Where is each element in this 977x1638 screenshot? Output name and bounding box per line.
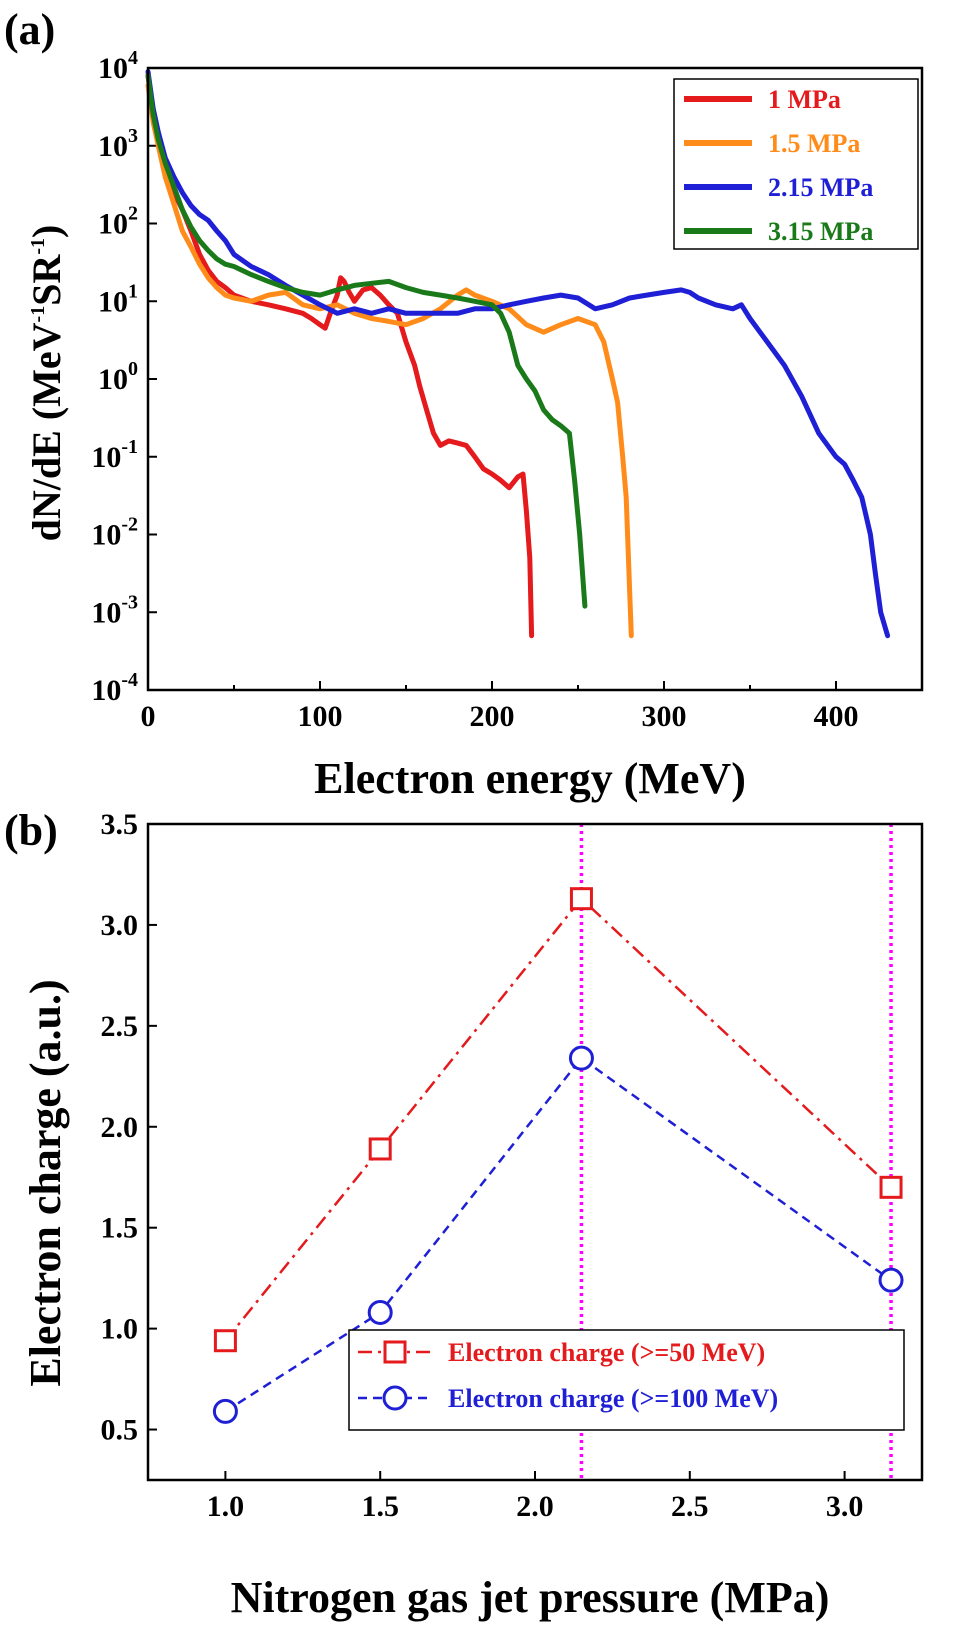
chart-a-y-axis-title: dN/dE (MeV-1SR-1) [24, 225, 69, 542]
chart-a-ylabel-exp1: -1 [27, 306, 49, 323]
chart-a-y-tick-label: 100 [98, 358, 138, 396]
chart-b: 1.0 1.5 2.0 2.5 3.0 0.5 1.0 1.5 2.0 2.5 3.0 3.5 Ni… [21, 808, 924, 1622]
chart-a-legend: 1 MPa 1.5 MPa 2.15 MPa 3.15 MPa [673, 78, 919, 250]
chart-b-x-tick-label: 1.0 [207, 1490, 245, 1523]
chart-b-y-axis-title: Electron charge (a.u.) [21, 979, 70, 1386]
chart-b-y-tick-labels: 0.5 1.0 1.5 2.0 2.5 3.0 3.5 [101, 808, 139, 1447]
chart-b-plot-frame [146, 822, 924, 1482]
chart-b-y-tick-label: 3.0 [101, 909, 139, 942]
chart-a-ylabel-base: dN/dE (MeV [24, 322, 69, 541]
chart-b-data-point-circle [212, 1398, 238, 1424]
chart-a-x-tick-label: 0 [141, 700, 156, 733]
chart-a-series [145, 69, 891, 639]
chart-a-y-tick-label: 103 [98, 125, 138, 163]
chart-a-y-tick-label: 102 [98, 203, 138, 241]
panel-a-label: (a) [4, 5, 55, 54]
chart-b-data-point-circle [568, 1045, 594, 1071]
chart-a-legend-box [673, 78, 919, 250]
chart-b-x-tick-label: 3.0 [826, 1490, 864, 1523]
chart-a-ylabel-exp2: -1 [27, 238, 49, 255]
chart-a-legend-label: 1.5 MPa [768, 129, 860, 158]
chart-b-y-tick-label: 2.5 [101, 1010, 139, 1043]
chart-b-y-tick-label: 0.5 [101, 1414, 139, 1447]
chart-b-y-tick-label: 1.5 [101, 1212, 139, 1245]
chart-b-data-point-circle [367, 1299, 393, 1325]
chart-b-data-point-square [879, 1175, 903, 1199]
chart-a-x-tick-label: 400 [814, 700, 859, 733]
chart-a: 0 100 200 300 400 104 103 102 101 100 10-1 10-2 10-… [24, 47, 924, 803]
chart-a-x-tick-label: 200 [470, 700, 515, 733]
chart-b-data-point-square [213, 1329, 237, 1353]
chart-a-series-line-3 [145, 69, 891, 639]
chart-a-y-tick-label: 10-1 [91, 436, 138, 474]
chart-b-legend: Electron charge (>=50 MeV) Electron charg… [348, 1329, 905, 1431]
chart-a-x-tick-label: 100 [298, 700, 343, 733]
chart-b-series [212, 887, 904, 1424]
chart-b-series-line-2 [224, 1056, 892, 1413]
chart-b-x-tick-label: 2.5 [671, 1490, 709, 1523]
chart-b-ticks [148, 823, 846, 1480]
chart-a-y-tick-label: 10-2 [91, 514, 138, 552]
chart-b-x-axis-title: Nitrogen gas jet pressure (MPa) [231, 1573, 830, 1622]
chart-b-series-line-1 [224, 896, 892, 1342]
chart-a-x-tick-label: 300 [642, 700, 687, 733]
chart-b-y-tick-label: 1.0 [101, 1313, 139, 1346]
chart-a-legend-label: 2.15 MPa [768, 173, 873, 202]
chart-a-y-tick-label: 104 [98, 47, 138, 85]
chart-a-ylabel-end: ) [24, 225, 69, 238]
chart-a-y-tick-labels: 104 103 102 101 100 10-1 10-2 10-3 10-4 [91, 47, 138, 707]
chart-a-y-tick-label: 10-3 [91, 591, 138, 629]
chart-b-y-tick-label: 2.0 [101, 1111, 139, 1144]
chart-a-y-tick-label: 101 [98, 280, 138, 318]
chart-b-legend-marker-circle [382, 1385, 408, 1411]
chart-a-series-line-1 [145, 73, 535, 639]
chart-a-plot-frame [146, 66, 924, 692]
chart-b-data-point-square [368, 1137, 392, 1161]
chart-b-x-tick-label: 2.0 [516, 1490, 554, 1523]
chart-a-legend-label: 1 MPa [768, 85, 841, 114]
chart-a-legend-label: 3.15 MPa [768, 217, 873, 246]
chart-b-y-tick-label: 3.5 [101, 808, 139, 841]
chart-a-x-axis-title: Electron energy (MeV) [314, 754, 746, 803]
chart-a-ylabel-mid: SR [24, 254, 69, 306]
chart-b-x-tick-labels: 1.0 1.5 2.0 2.5 3.0 [207, 1490, 864, 1523]
chart-b-legend-box [348, 1329, 905, 1431]
chart-b-data-point-circle [878, 1267, 904, 1293]
panel-b-label: (b) [4, 806, 58, 855]
chart-b-legend-label: Electron charge (>=100 MeV) [448, 1384, 778, 1413]
chart-b-data-point-square [569, 887, 593, 911]
chart-a-series-line-2 [145, 82, 634, 639]
chart-b-legend-marker-square [383, 1340, 407, 1364]
chart-a-x-tick-labels: 0 100 200 300 400 [141, 700, 859, 733]
chart-a-y-tick-label: 10-4 [91, 669, 138, 707]
chart-b-x-tick-label: 1.5 [361, 1490, 399, 1523]
chart-b-legend-label: Electron charge (>=50 MeV) [448, 1338, 765, 1367]
chart-a-series-line-4 [145, 73, 588, 609]
